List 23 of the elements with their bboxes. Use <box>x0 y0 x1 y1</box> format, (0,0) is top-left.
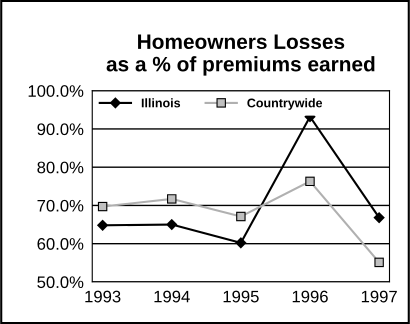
point <box>167 194 176 204</box>
y-tick-label: 80.0% <box>37 162 84 174</box>
point <box>374 258 384 268</box>
point <box>98 202 108 212</box>
y-tick-label: 90.0% <box>37 123 84 136</box>
point <box>236 212 246 222</box>
point <box>235 237 246 248</box>
y-tick-label: 100.0% <box>28 85 84 97</box>
point <box>305 176 315 186</box>
legend-label: Countrywide <box>247 98 322 110</box>
point <box>374 212 385 224</box>
y-tick-label: 50.0% <box>37 276 84 288</box>
chart-title: Homeowners Losses as a % of premiums earned <box>106 34 374 76</box>
point <box>166 219 178 230</box>
x-tick-label: 1996 <box>292 290 328 302</box>
x-tick-label: 1994 <box>154 290 190 302</box>
x-tick-label: 1993 <box>85 290 120 302</box>
y-tick-label: 60.0% <box>38 238 84 250</box>
x-tick-label: 1997 <box>362 290 397 302</box>
point <box>97 220 108 231</box>
legend-label: Illinois <box>142 98 180 108</box>
y-tick-label: 70.0% <box>38 200 84 212</box>
x-tick-label: 1995 <box>224 290 259 302</box>
